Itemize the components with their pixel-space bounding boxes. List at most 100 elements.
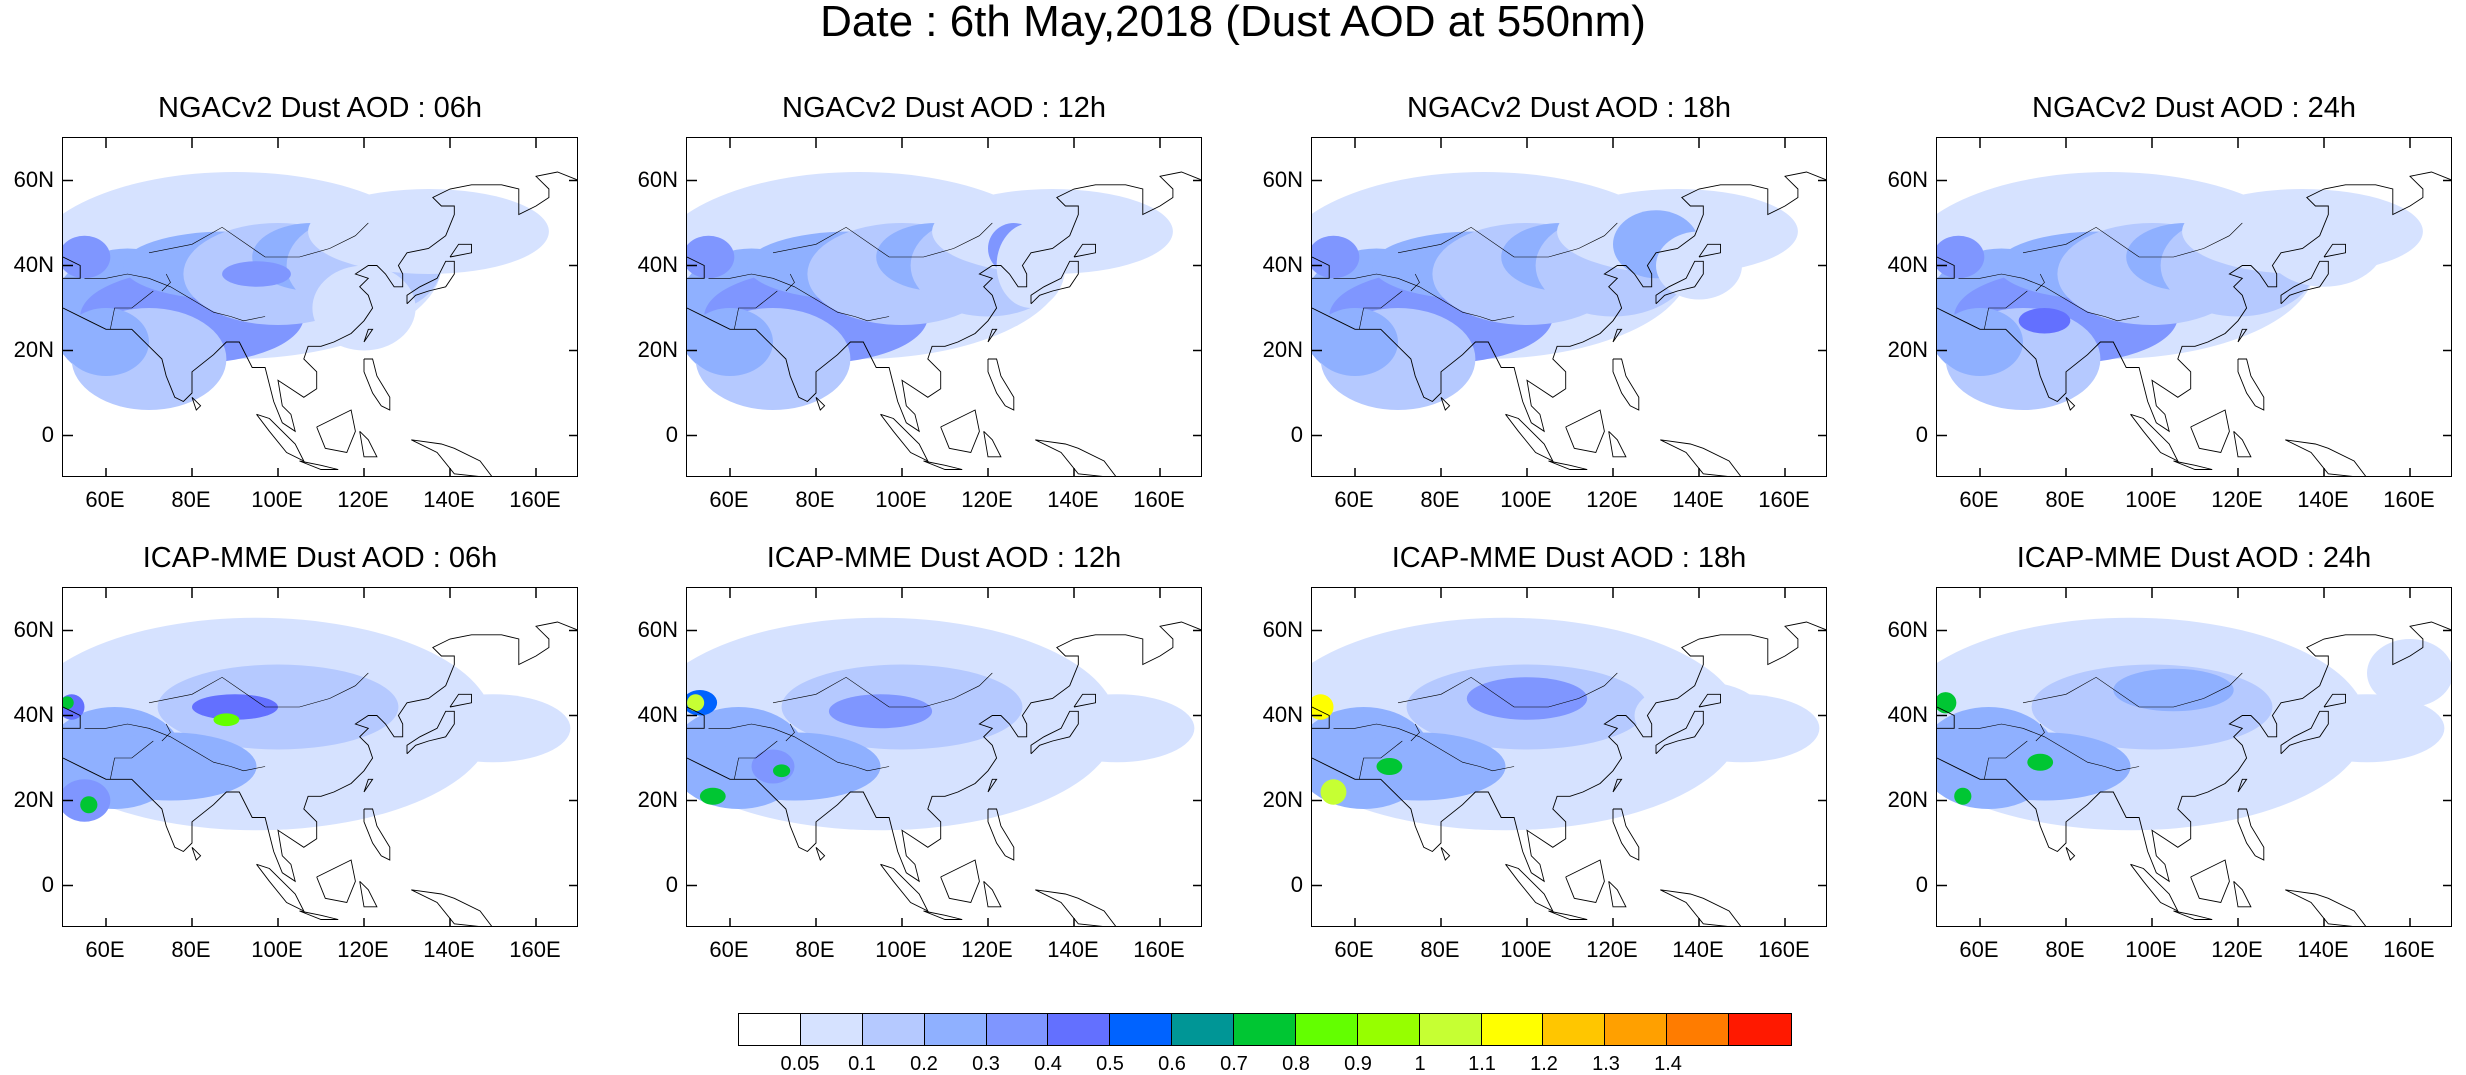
coastline (2190, 409, 2230, 454)
country-border (1359, 290, 1403, 330)
aod-field (1312, 172, 1798, 410)
country-border (1984, 290, 2028, 330)
panel-title: NGACv2 Dust AOD : 24h (2032, 92, 2356, 124)
aod-contour (213, 713, 240, 727)
coastline (63, 256, 81, 279)
aod-contour (84, 732, 257, 801)
aod-contour (1656, 231, 1742, 300)
aod-contour (1320, 779, 1347, 805)
colorbar-swatch (986, 1014, 1049, 1045)
coastline (687, 256, 705, 279)
map-canvas (63, 138, 577, 476)
coastline (411, 439, 493, 476)
country-border (161, 273, 171, 292)
dust-aod-map (1936, 587, 2452, 927)
country-border (772, 222, 993, 258)
coastline (1660, 889, 1742, 926)
colorbar-tick-label: 0.5 (1096, 1053, 1124, 1075)
coastline (363, 778, 374, 793)
lat-tick-label: 20N (1887, 336, 1928, 362)
country-border (1984, 740, 2028, 780)
aod-contour (1937, 308, 2023, 376)
coastline (1612, 358, 1640, 411)
aod-contour (222, 261, 291, 287)
country-border (734, 740, 778, 780)
lon-tick-label: 60E (1959, 487, 1999, 512)
aod-contour (192, 694, 278, 720)
coastline (1548, 460, 1588, 470)
coastline (987, 808, 1015, 861)
panel-title: ICAP-MME Dust AOD : 18h (1391, 542, 1747, 574)
coastline (1612, 778, 1623, 793)
lat-tick-label: 0 (665, 421, 678, 447)
coastline (2130, 863, 2179, 913)
aod-contour (773, 764, 791, 778)
dust-aod-map (686, 587, 1202, 927)
coastline (1030, 260, 1079, 305)
lat-tick-label: 40N (1262, 251, 1303, 277)
colorbar-swatch (1172, 1014, 1234, 1045)
coastline (2237, 328, 2248, 343)
coastline (987, 778, 998, 793)
panel-title: NGACv2 Dust AOD : 18h (1407, 92, 1731, 124)
lon-tick-label: 140E (1047, 487, 1099, 512)
lon-tick-label: 160E (1133, 487, 1185, 512)
coastline (923, 910, 963, 920)
aod-contour (2027, 753, 2054, 771)
lon-tick-label: 100E (251, 487, 303, 512)
colorbar-swatch (800, 1014, 863, 1045)
lat-tick-label: 40N (13, 251, 54, 277)
colorbar-tick-label: 0.1 (848, 1053, 876, 1075)
coastline (2285, 439, 2367, 476)
coastline (1565, 859, 1605, 904)
coastline (687, 621, 1201, 883)
aod-field (63, 172, 549, 410)
coastline (1035, 439, 1117, 476)
lon-tick-label: 120E (337, 937, 389, 962)
coastline (1073, 243, 1096, 258)
aod-contour (1039, 694, 1195, 763)
coastline (1440, 846, 1451, 861)
colorbar-swatch (1295, 1014, 1358, 1045)
coastline (923, 460, 963, 470)
aod-contour (415, 694, 571, 763)
lon-tick-label: 100E (251, 937, 303, 962)
coastline (1698, 243, 1721, 258)
country-border (1333, 273, 1515, 322)
aod-contour (63, 696, 74, 710)
aod-contour (1937, 235, 1985, 279)
coastline (1937, 171, 2451, 433)
colorbar-tick-label: 0.9 (1344, 1053, 1372, 1075)
coastline (2237, 778, 2248, 793)
coastline (256, 863, 305, 913)
lat-tick-label: 60N (13, 616, 54, 642)
country-border (2022, 672, 2243, 708)
lat-tick-label: 60N (1262, 166, 1303, 192)
lon-tick-label: 140E (1672, 937, 1724, 962)
lat-tick-label: 0 (1290, 871, 1303, 897)
aod-contour (2113, 668, 2234, 712)
colorbar-swatch (1481, 1014, 1544, 1045)
coastline (1698, 693, 1721, 708)
lon-tick-label: 140E (423, 487, 475, 512)
country-border (708, 723, 890, 772)
country-border (110, 740, 154, 780)
coastline (1035, 889, 1117, 926)
lon-tick-label: 120E (1586, 487, 1638, 512)
lon-tick-label: 120E (337, 487, 389, 512)
aod-field (1937, 172, 2423, 410)
lon-tick-label: 80E (2045, 937, 2085, 962)
coastline (63, 171, 577, 433)
coastline (1612, 808, 1640, 861)
lon-tick-label: 140E (423, 937, 475, 962)
lon-tick-label: 140E (1672, 487, 1724, 512)
coastline (687, 171, 1201, 433)
aod-contour (2263, 201, 2385, 287)
aod-field (1937, 617, 2451, 831)
lon-tick-label: 80E (171, 937, 211, 962)
country-border (2022, 222, 2243, 258)
lon-tick-label: 160E (1758, 937, 1810, 962)
colorbar-tick-label: 0.6 (1158, 1053, 1186, 1075)
country-border (110, 290, 154, 330)
country-border (2035, 723, 2045, 742)
